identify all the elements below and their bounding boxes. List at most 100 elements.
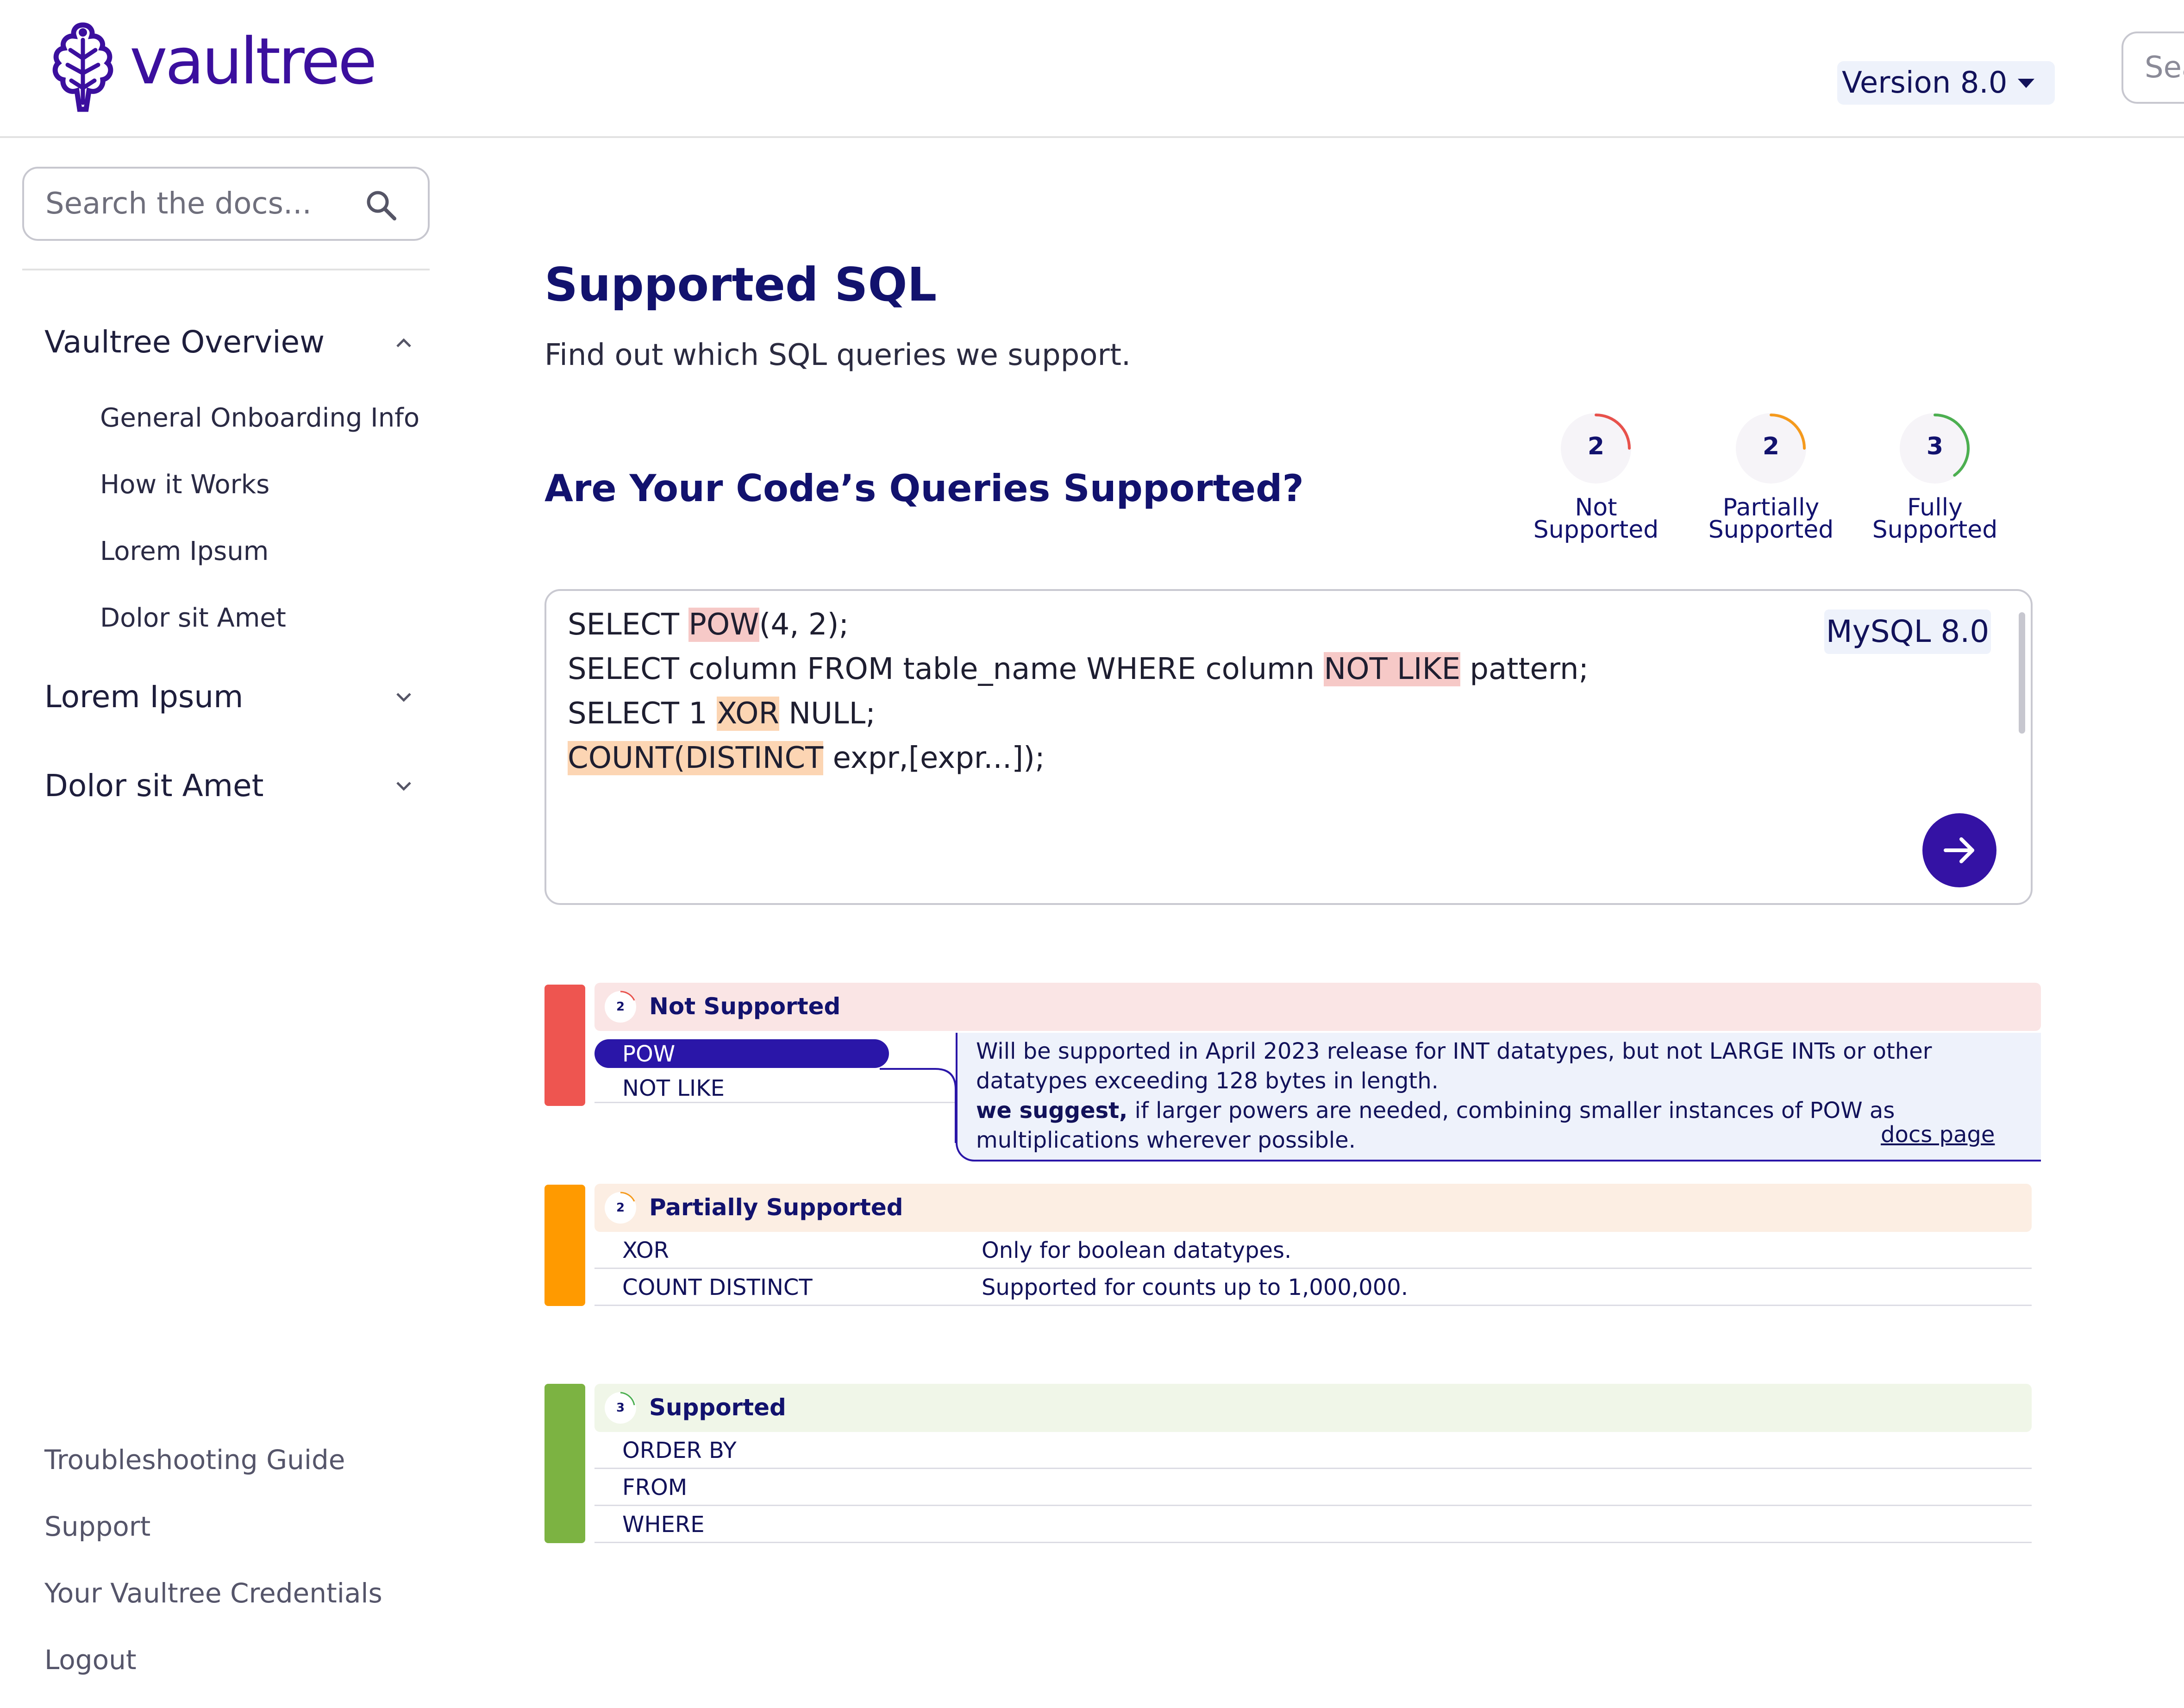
sidebar-item-how-it-works[interactable]: How it Works: [100, 470, 269, 500]
supported-row[interactable]: FROM: [594, 1469, 2032, 1506]
docs-search-placeholder: Search the docs...: [45, 187, 312, 221]
query-name: FROM: [622, 1475, 688, 1501]
supported-row[interactable]: ORDER BY: [594, 1432, 2032, 1469]
group-label: Partially Supported: [649, 1194, 903, 1221]
footer-link-credentials[interactable]: Your Vaultree Credentials: [44, 1577, 382, 1609]
sidebar-section-label: Dolor sit Amet: [44, 768, 264, 804]
code-text: pattern;: [1460, 652, 1589, 686]
stat-not-supported: 2 Not Supported: [1520, 410, 1672, 544]
not-supported-header[interactable]: 2 Not Supported: [594, 983, 2041, 1031]
code-line: SELECT 1 XOR NULL;: [568, 697, 876, 731]
sql-query-editor[interactable]: SELECT POW(4, 2); SELECT column FROM tab…: [544, 589, 2033, 905]
code-text: expr,[expr...]);: [823, 741, 1045, 775]
count-ring-icon: [605, 991, 636, 1023]
search-icon[interactable]: [364, 188, 398, 222]
header-search-placeholder: Sea: [2145, 50, 2184, 85]
chevron-down-icon[interactable]: [393, 685, 415, 708]
page-subtitle: Find out which SQL queries we support.: [544, 338, 1131, 372]
stat-count: 3: [1926, 433, 1944, 460]
caret-down-icon: [2018, 79, 2034, 88]
code-line: SELECT column FROM table_name WHERE colu…: [568, 652, 1589, 686]
issue-name: POW: [622, 1041, 676, 1067]
sidebar-item-label: General Onboarding Info: [100, 403, 420, 433]
stat-fully-supported: 3 Fully Supported: [1859, 410, 2011, 544]
partially-supported-header[interactable]: 2 Partially Supported: [594, 1184, 2032, 1232]
progress-ring-icon: [1736, 413, 1806, 484]
stat-label-line: Not: [1575, 494, 1617, 521]
query-name: WHERE: [622, 1512, 705, 1538]
issue-name: XOR: [622, 1237, 669, 1263]
group-count: 3: [616, 1401, 625, 1415]
sidebar-item-label: Lorem Ipsum: [100, 536, 269, 566]
vaultree-logo-icon[interactable]: [44, 21, 122, 119]
stat-label-line: Fully: [1907, 494, 1963, 521]
version-label: Version 8.0: [1842, 66, 2008, 100]
chevron-up-icon[interactable]: [393, 332, 415, 354]
supported-row[interactable]: WHERE: [594, 1506, 2032, 1543]
group-count: 2: [616, 1201, 625, 1215]
stat-label: Not Supported: [1520, 494, 1672, 544]
stat-label: Partially Supported: [1695, 494, 1847, 544]
stat-label-line: Supported: [1708, 516, 1834, 544]
sidebar-section-dolor-sit-amet[interactable]: Dolor sit Amet: [44, 768, 264, 804]
group-label: Not Supported: [649, 993, 841, 1020]
detail-text: datatypes exceeding 128 bytes in length.: [976, 1068, 1439, 1094]
sidebar-item-label: Dolor sit Amet: [100, 603, 286, 633]
sidebar-section-vaultree-overview[interactable]: Vaultree Overview: [44, 324, 325, 360]
suggest-label: we suggest,: [976, 1098, 1128, 1124]
stat-label-line: Supported: [1872, 516, 1998, 544]
docs-page-link[interactable]: docs page: [1881, 1122, 1995, 1148]
sidebar-item-dolor-sit-amet[interactable]: Dolor sit Amet: [100, 603, 286, 633]
issue-name: NOT LIKE: [622, 1075, 725, 1101]
sidebar-divider: [22, 269, 430, 270]
issue-description: Supported for counts up to 1,000,000.: [982, 1275, 1408, 1300]
connector-line: [880, 1068, 957, 1143]
sql-dialect-badge[interactable]: MySQL 8.0: [1824, 609, 1991, 654]
sidebar-item-lorem-ipsum[interactable]: Lorem Ipsum: [100, 536, 269, 566]
stat-label: Fully Supported: [1859, 494, 2011, 544]
footer-link-logout[interactable]: Logout: [44, 1644, 137, 1676]
sidebar-section-lorem-ipsum[interactable]: Lorem Ipsum: [44, 679, 243, 715]
docs-search-input[interactable]: Search the docs...: [22, 167, 430, 241]
issue-row[interactable]: XOR Only for boolean datatypes.: [594, 1232, 2032, 1269]
footer-link-troubleshooting-guide[interactable]: Troubleshooting Guide: [44, 1444, 345, 1476]
not-supported-color-bar: [544, 985, 585, 1106]
count-ring-icon: [605, 1192, 636, 1224]
detail-text: multiplications wherever possible.: [976, 1127, 1356, 1153]
issue-name: COUNT DISTINCT: [622, 1275, 813, 1300]
detail-text: Will be supported in April 2023 release …: [976, 1038, 1932, 1064]
sidebar-item-general-onboarding-info[interactable]: General Onboarding Info: [100, 403, 419, 433]
page-title: Supported SQL: [544, 257, 937, 312]
issue-detail-panel: Will be supported in April 2023 release …: [956, 1033, 2041, 1162]
version-select[interactable]: Version 8.0: [1837, 61, 2055, 105]
stat-label-line: Partially: [1722, 494, 1820, 521]
stat-label-line: Supported: [1533, 516, 1659, 544]
code-highlight-unsupported: POW: [688, 608, 759, 642]
detail-suggestion: we suggest, if larger powers are needed,…: [976, 1098, 1895, 1124]
code-text: SELECT column FROM table_name WHERE colu…: [568, 652, 1324, 686]
check-queries-button[interactable]: [1922, 813, 1996, 887]
code-text: SELECT: [568, 608, 689, 642]
supported-header[interactable]: 3 Supported: [594, 1384, 2032, 1432]
progress-ring-icon: [1900, 413, 1970, 484]
group-label: Supported: [649, 1394, 786, 1421]
issue-row-selected[interactable]: POW: [594, 1039, 889, 1068]
sidebar-section-label: Lorem Ipsum: [44, 679, 244, 715]
stat-count: 2: [1587, 433, 1605, 460]
issue-row[interactable]: COUNT DISTINCT Supported for counts up t…: [594, 1269, 2032, 1306]
editor-scrollbar[interactable]: [2019, 612, 2025, 734]
chevron-down-icon[interactable]: [393, 774, 415, 797]
issue-row[interactable]: NOT LIKE: [594, 1071, 956, 1103]
top-header: vaultree Version 8.0 Sea: [0, 0, 2184, 138]
brand-name: vaultree: [130, 24, 377, 99]
partially-supported-color-bar: [544, 1185, 585, 1306]
code-highlight-partial: XOR: [717, 697, 779, 731]
count-ring-icon: [605, 1392, 636, 1424]
code-highlight-unsupported: NOT LIKE: [1324, 652, 1461, 686]
code-line: COUNT(DISTINCT expr,[expr...]);: [568, 741, 1045, 775]
footer-link-support[interactable]: Support: [44, 1511, 151, 1542]
header-search-input[interactable]: Sea: [2121, 31, 2184, 104]
code-text: NULL;: [779, 697, 876, 731]
suggest-text: if larger powers are needed, combining s…: [1127, 1098, 1895, 1124]
sidebar-item-label: How it Works: [100, 470, 270, 500]
